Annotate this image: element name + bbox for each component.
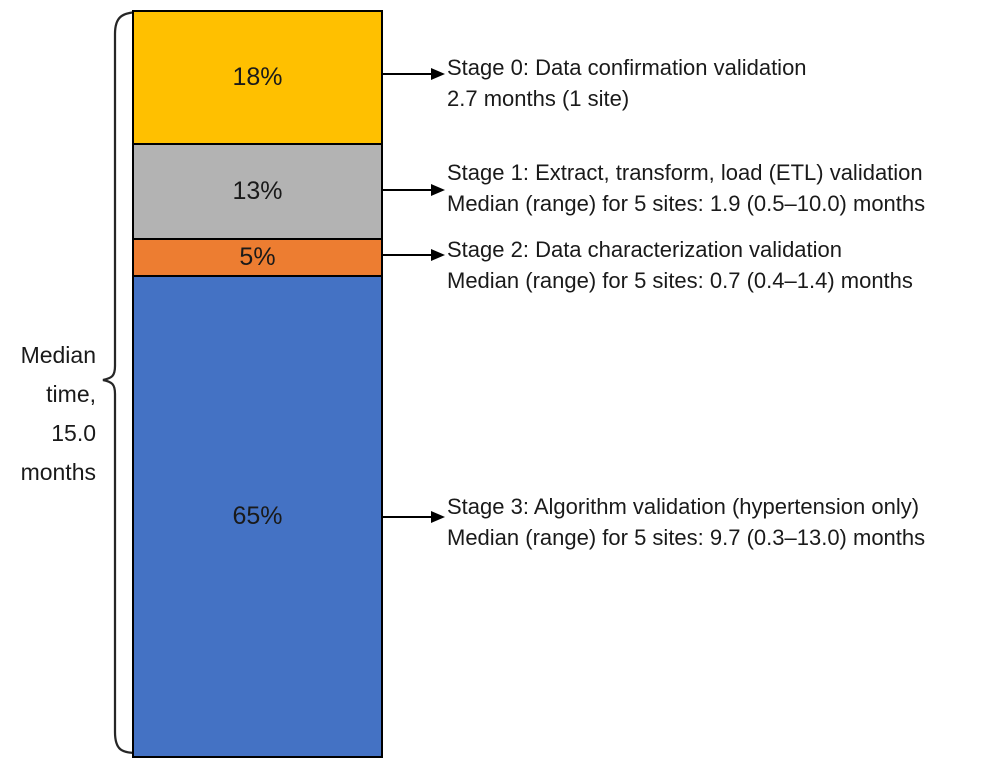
bar-segment-stage1: 13% [134,144,381,241]
segment-percent-label-stage1: 13% [232,176,283,205]
annotation-stage0-detail: 2.7 months (1 site) [447,86,630,111]
total-brace-bracket [102,10,139,755]
annotation-stage0: Stage 0: Data confirmation validation 2.… [447,52,1000,114]
annotation-stage0-title: Stage 0: Data confirmation validation [447,55,807,80]
median-time-line-1: Median [20,342,96,368]
leader-arrow-stage3 [381,511,445,523]
leader-arrow-stage2 [381,249,445,261]
annotation-stage1-title: Stage 1: Extract, transform, load (ETL) … [447,160,923,185]
segment-percent-label-stage2: 5% [239,243,276,272]
annotation-stage3-detail: Median (range) for 5 sites: 9.7 (0.3–13.… [447,525,926,550]
annotation-stage1: Stage 1: Extract, transform, load (ETL) … [447,157,1000,219]
median-time-line-4: months [20,459,96,485]
annotation-stage2-detail: Median (range) for 5 sites: 0.7 (0.4–1.4… [447,268,913,293]
annotation-stage2-title: Stage 2: Data characterization validatio… [447,237,843,262]
annotation-stage1-detail: Median (range) for 5 sites: 1.9 (0.5–10.… [447,191,926,216]
leader-arrow-stage0 [381,68,445,80]
median-time-line-3: 15.0 [51,420,96,446]
leader-arrow-stage1 [381,184,445,196]
segment-percent-label-stage3: 65% [232,502,283,531]
bar-segment-stage0: 18% [134,12,381,145]
bar-segment-stage2: 5% [134,240,381,278]
bar-segment-stage3: 65% [134,277,381,756]
annotation-stage3-title: Stage 3: Algorithm validation (hypertens… [447,494,920,519]
annotation-stage3: Stage 3: Algorithm validation (hypertens… [447,491,1000,553]
annotation-stage2: Stage 2: Data characterization validatio… [447,234,1000,296]
stacked-bar: 18% 13% 5% 65% [132,10,383,758]
median-time-total-label: Median time, 15.0 months [0,336,96,492]
median-time-line-2: time, [46,381,96,407]
segment-percent-label-stage0: 18% [232,62,283,91]
